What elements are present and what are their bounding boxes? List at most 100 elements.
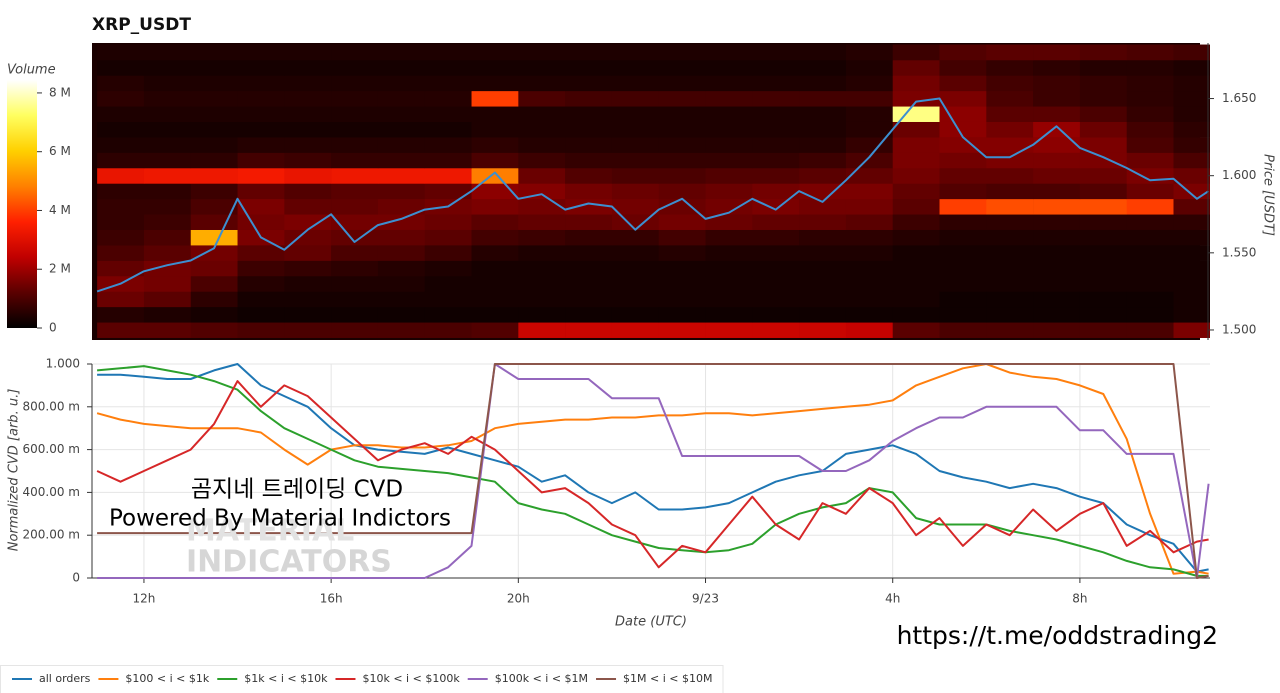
- heatmap-cell: [237, 291, 285, 308]
- heatmap-cell: [1079, 183, 1127, 200]
- heatmap-cell: [377, 198, 426, 215]
- heatmap-cell: [97, 322, 145, 338]
- heatmap-cell: [1079, 198, 1127, 215]
- heatmap-cell: [986, 75, 1034, 92]
- heatmap-cell: [237, 167, 285, 184]
- heatmap-cell: [705, 137, 753, 153]
- heatmap-cell: [939, 121, 987, 138]
- heatmap-cell: [658, 152, 706, 169]
- heatmap-cell: [705, 44, 753, 61]
- heatmap-cell: [799, 306, 847, 323]
- heatmap-cell: [799, 198, 847, 215]
- heatmap-cell: [143, 306, 192, 323]
- heatmap-cell: [986, 245, 1034, 261]
- heatmap-cell: [190, 275, 238, 292]
- heatmap-cell: [658, 291, 706, 308]
- legend-label: $1k < i < $10k: [244, 672, 328, 685]
- heatmap-cell: [284, 152, 332, 169]
- heatmap-cell: [845, 198, 894, 215]
- series-line: [97, 365, 1209, 577]
- heatmap-cell: [939, 275, 987, 292]
- heatmap-cell: [611, 183, 660, 200]
- heatmap-cell: [424, 137, 472, 153]
- heatmap-cell: [1033, 167, 1081, 184]
- heatmap-cell: [845, 59, 894, 76]
- heatmap-cell: [518, 183, 566, 200]
- heatmap-cell: [377, 137, 426, 153]
- y-tick-label: 1.600: [1222, 168, 1256, 182]
- heatmap-cell: [939, 198, 987, 215]
- heatmap-cell: [845, 275, 894, 292]
- heatmap-cell: [799, 291, 847, 308]
- heatmap-cell: [424, 44, 472, 61]
- heatmap-cell: [658, 59, 706, 76]
- heatmap-cell: [939, 75, 987, 92]
- heatmap-cell: [799, 106, 847, 122]
- heatmap-cell: [845, 106, 894, 122]
- heatmap-cell: [237, 214, 285, 230]
- heatmap-cell: [377, 75, 426, 92]
- y-tick-label: 1.000: [46, 357, 80, 371]
- heatmap-cell: [611, 229, 660, 246]
- heatmap-cell: [752, 306, 800, 323]
- watermark-subtitle: Powered By Material Indictors: [109, 506, 451, 532]
- heatmap-cell: [1173, 137, 1210, 153]
- heatmap-cell: [1126, 183, 1174, 200]
- y-tick-label: 1.500: [1222, 322, 1256, 336]
- heatmap-cell: [284, 137, 332, 153]
- heatmap-cell: [471, 245, 519, 261]
- heatmap-cell: [939, 291, 987, 308]
- heatmap-cell: [705, 260, 753, 277]
- heatmap-cell: [892, 152, 940, 169]
- heatmap-cell: [1173, 44, 1210, 61]
- heatmap-cell: [190, 152, 238, 169]
- x-tick-label: 20h: [507, 592, 530, 606]
- heatmap-cell: [752, 214, 800, 230]
- heatmap-cell: [143, 167, 192, 184]
- heatmap-cell: [143, 90, 192, 107]
- x-tick-label: 9/23: [692, 592, 719, 606]
- heatmap-cell: [424, 183, 472, 200]
- heatmap-cell: [518, 245, 566, 261]
- heatmap-cell: [143, 59, 192, 76]
- heatmap-cell: [611, 245, 660, 261]
- heatmap-cell: [143, 44, 192, 61]
- heatmap-cell: [752, 121, 800, 138]
- heatmap-cell: [705, 275, 753, 292]
- heatmap-cell: [752, 137, 800, 153]
- heatmap-cell: [1126, 59, 1174, 76]
- heatmap-cell: [143, 322, 192, 338]
- series-line: [97, 363, 1209, 573]
- heatmap-cell: [331, 59, 379, 76]
- heatmap-cell: [939, 152, 987, 169]
- heatmap-cell: [658, 75, 706, 92]
- heatmap-cell: [471, 306, 519, 323]
- heatmap-cell: [331, 229, 379, 246]
- heatmap-cell: [565, 137, 613, 153]
- heatmap-cell: [143, 214, 192, 230]
- heatmap-cell: [565, 183, 613, 200]
- heatmap-cell: [752, 245, 800, 261]
- heatmap-cell: [471, 106, 519, 122]
- heatmap-cell: [1033, 137, 1081, 153]
- heatmap-cell: [1033, 59, 1081, 76]
- heatmap-cell: [845, 44, 894, 61]
- heatmap-cell: [658, 214, 706, 230]
- heatmap-cell: [284, 44, 332, 61]
- heatmap-cell: [237, 137, 285, 153]
- heatmap-cell: [658, 44, 706, 61]
- heatmap-cell: [1033, 75, 1081, 92]
- heatmap-cell: [331, 245, 379, 261]
- heatmap-cell: [705, 106, 753, 122]
- heatmap-cell: [331, 260, 379, 277]
- heatmap-cell: [237, 275, 285, 292]
- heatmap-cell: [892, 137, 940, 153]
- heatmap-cell: [237, 322, 285, 338]
- heatmap-cell: [1126, 245, 1174, 261]
- heatmap-cell: [190, 198, 238, 215]
- heatmap-cell: [377, 260, 426, 277]
- heatmap-cell: [424, 90, 472, 107]
- heatmap-cell: [518, 229, 566, 246]
- heatmap-cell: [939, 183, 987, 200]
- heatmap-cell: [518, 106, 566, 122]
